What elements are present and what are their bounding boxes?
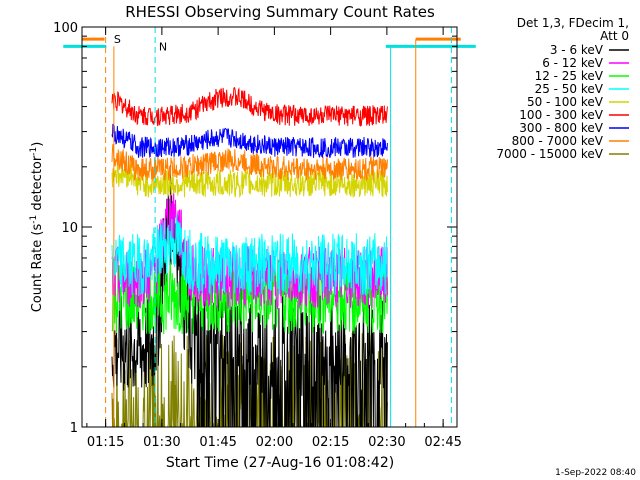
x-tick-label: 02:45 xyxy=(424,435,461,450)
legend-header-2: Att 0 xyxy=(600,29,629,43)
x-tick-label: 02:30 xyxy=(368,435,405,450)
y-axis-label-end: ) xyxy=(30,142,45,147)
plot-frame xyxy=(81,26,458,428)
y-tick-label: 1 xyxy=(70,421,78,436)
x-tick-label: 01:30 xyxy=(143,435,180,450)
x-tick-label: 02:15 xyxy=(312,435,349,450)
y-axis-label-mid: detector xyxy=(30,155,45,215)
marker-layer: SN xyxy=(63,27,476,427)
legend-label: 7000 - 15000 keV xyxy=(496,147,603,161)
legend-label: 50 - 100 keV xyxy=(527,95,604,109)
legend-label: 12 - 25 keV xyxy=(535,69,604,83)
legend-label: 6 - 12 keV xyxy=(542,56,604,70)
x-tick-label: 01:15 xyxy=(87,435,124,450)
legend-header-1: Det 1,3, FDecim 1, xyxy=(517,16,629,30)
series-25-50keV xyxy=(111,214,388,296)
legend-label: 800 - 7000 keV xyxy=(512,134,604,148)
legend-label: 100 - 300 keV xyxy=(519,108,603,122)
y-axis-label-main: Count Rate (s xyxy=(30,224,45,313)
series-layer xyxy=(111,86,388,428)
x-axis-label: Start Time (27-Aug-16 01:08:42) xyxy=(166,455,394,471)
legend-label: 300 - 800 keV xyxy=(519,121,603,135)
series-100-300keV xyxy=(111,86,388,127)
y-tick-label: 100 xyxy=(53,21,78,36)
series-300-800keV xyxy=(111,123,388,158)
legend-label: 25 - 50 keV xyxy=(535,82,604,96)
x-axis: 01:15 01:30 01:45 02:00 02:15 02:30 02:45 xyxy=(86,27,462,450)
x-tick-label: 02:00 xyxy=(256,435,293,450)
x-tick-label: 01:45 xyxy=(199,435,236,450)
y-axis-label-sup1: -1 xyxy=(29,215,39,224)
generation-timestamp: 1-Sep-2022 08:40 xyxy=(555,468,636,478)
night-label: N xyxy=(159,40,167,53)
y-tick-label: 10 xyxy=(61,221,78,236)
y-axis: 1 10 100 xyxy=(53,21,457,436)
y-axis-label: Count Rate (s-1 detector-1) xyxy=(29,142,45,313)
y-axis-label-sup2: -1 xyxy=(29,147,39,156)
saa-label: S xyxy=(114,33,121,46)
chart-title: RHESSI Observing Summary Count Rates xyxy=(125,3,435,21)
legend-label: 3 - 6 keV xyxy=(550,43,604,57)
